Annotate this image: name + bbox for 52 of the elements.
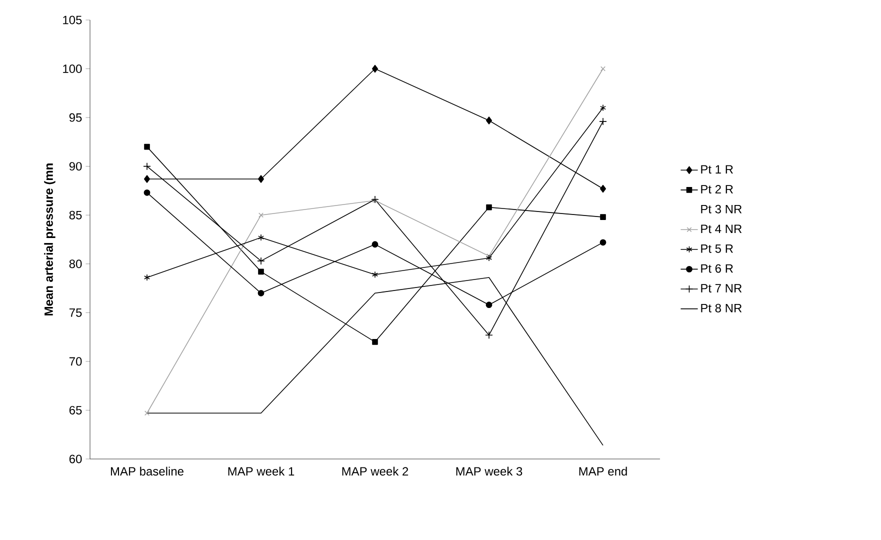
point	[143, 162, 151, 170]
y-tick-label: 100	[63, 64, 82, 74]
point	[600, 239, 606, 246]
point	[258, 212, 264, 218]
point	[600, 104, 606, 112]
point	[486, 204, 492, 210]
point	[486, 254, 492, 262]
point	[258, 234, 264, 241]
point	[144, 189, 150, 196]
legend-label: Pt 4 NR	[701, 224, 742, 234]
point	[258, 268, 264, 275]
legend-label: Pt 5 R	[701, 244, 733, 253]
point	[486, 254, 492, 259]
y-tick-label: 80	[69, 260, 82, 268]
legend-label: Pt 1 R	[701, 165, 733, 174]
point	[257, 257, 265, 265]
y-tick-label: 75	[69, 308, 82, 317]
point	[600, 184, 606, 193]
y-tick-label: 90	[69, 162, 82, 171]
y-axis-title: Mean arterial pressure (mn	[44, 164, 56, 316]
point	[258, 290, 264, 296]
legend-label: Pt 2 R	[701, 184, 733, 194]
point	[600, 214, 606, 220]
point	[144, 274, 150, 281]
point	[486, 302, 492, 308]
x-tick-label: MAP week 1	[228, 466, 294, 476]
x-tick-label: MAP week 2	[342, 466, 408, 476]
point	[144, 410, 150, 416]
legend-label: Pt 7 NR	[701, 284, 742, 292]
legend-label: Pt 8 NR	[701, 304, 742, 312]
y-tick-label: 60	[69, 454, 82, 464]
point	[486, 116, 492, 124]
text: Pt 3 NR	[701, 204, 742, 214]
point	[372, 64, 378, 73]
point	[372, 271, 378, 278]
y-tick-label: 70	[69, 357, 82, 366]
y-tick-label: 95	[69, 113, 82, 122]
point	[144, 144, 150, 150]
y-tick-label: 85	[69, 210, 82, 220]
point	[485, 331, 493, 339]
point	[599, 118, 607, 126]
legend-label: Pt 6 R	[701, 264, 733, 273]
x-tick-label: MAP end	[579, 466, 627, 476]
point	[372, 241, 378, 248]
y-tick-label: 105	[63, 16, 82, 24]
y-tick-label: 65	[69, 406, 82, 414]
point	[600, 66, 606, 72]
x-tick-label: MAP baseline	[110, 466, 184, 476]
point	[144, 175, 150, 183]
point	[258, 175, 264, 183]
x-tick-label: MAP week 3	[456, 466, 522, 476]
point	[372, 339, 378, 345]
